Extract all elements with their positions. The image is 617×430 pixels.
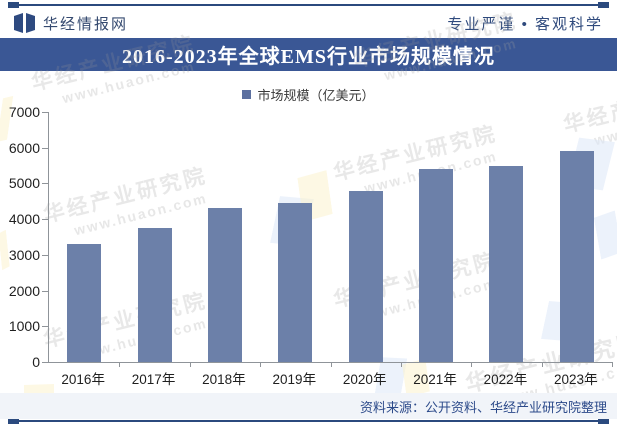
- x-tick-label: 2022年: [483, 372, 528, 387]
- y-tick-label: 0: [32, 354, 40, 370]
- x-tick-label: 2018年: [202, 372, 246, 387]
- bar-column: [119, 112, 189, 362]
- bar: [278, 203, 313, 362]
- y-tick-mark: [42, 219, 48, 221]
- bar-column: [260, 112, 330, 362]
- y-tick-mark: [42, 147, 48, 149]
- y-tick-mark: [42, 362, 48, 363]
- y-tick-label: 6000: [8, 139, 40, 156]
- header: 华经情报网 专业严谨 • 客观科学: [0, 8, 617, 38]
- bar: [207, 208, 242, 362]
- x-tick-mark: [612, 362, 613, 367]
- bar: [419, 169, 454, 362]
- bar-column: [190, 112, 260, 362]
- bar: [348, 190, 383, 362]
- x-tick-mark: [471, 362, 473, 367]
- brand-logo-icon: [14, 13, 36, 33]
- y-tick-mark: [42, 326, 48, 328]
- x-tick-mark: [119, 362, 121, 367]
- bar: [489, 165, 524, 362]
- y-tick-label: 2000: [8, 282, 40, 299]
- y-tick-label: 5000: [8, 175, 40, 192]
- brand: 华经情报网: [14, 13, 128, 34]
- y-tick-label: 3000: [8, 246, 40, 263]
- bottom-rule-line: [8, 418, 609, 424]
- x-tick-mark: [330, 362, 332, 367]
- bar: [137, 228, 172, 362]
- bar-column: [401, 112, 471, 362]
- brand-name: 华经情报网: [43, 15, 129, 33]
- source-footer: 资料来源：公开资料、华经产业研究院整理: [0, 393, 617, 419]
- source-text: 资料来源：公开资料、华经产业研究院整理: [359, 399, 607, 415]
- bar: [67, 244, 102, 362]
- x-tick-label: 2023年: [554, 372, 598, 387]
- chart-title: 2016-2023年全球EMS行业市场规模情况: [122, 46, 495, 68]
- legend-swatch-icon: [242, 90, 252, 99]
- y-tick-mark: [42, 112, 48, 113]
- x-tick-label: 2021年: [413, 372, 457, 387]
- x-tick-mark: [541, 362, 543, 367]
- y-tick-mark: [42, 183, 48, 185]
- y-tick-mark: [42, 254, 48, 256]
- y-tick-label: 4000: [8, 211, 40, 228]
- bar-column: [542, 112, 612, 362]
- x-tick-mark: [189, 362, 191, 367]
- x-tick-label: 2017年: [131, 372, 176, 387]
- x-tick-label: 2019年: [272, 372, 317, 387]
- legend-label: 市场规模（亿美元）: [257, 88, 375, 103]
- bar-series: [49, 112, 612, 362]
- legend: 市场规模（亿美元）: [0, 85, 617, 104]
- top-rule-line: [8, 2, 609, 8]
- x-tick-label: 2016年: [61, 372, 105, 387]
- x-axis-labels: 2016年 2017年 2018年 2019年 2020年 2021年 2022年 2023年: [48, 368, 611, 388]
- x-tick-mark: [260, 362, 262, 367]
- bar-column: [49, 112, 119, 362]
- bar: [559, 151, 594, 362]
- x-tick-label: 2020年: [342, 372, 387, 387]
- x-tick-mark: [400, 362, 402, 367]
- bar-column: [471, 112, 541, 362]
- chart-title-bar: 2016-2023年全球EMS行业市场规模情况: [0, 38, 617, 71]
- plot-area: [42, 112, 613, 367]
- y-tick-mark: [42, 290, 48, 292]
- bar-column: [331, 112, 401, 362]
- y-tick-label: 7000: [8, 104, 40, 120]
- header-slogan: 专业严谨 • 客观科学: [447, 15, 603, 33]
- y-tick-label: 1000: [8, 318, 40, 335]
